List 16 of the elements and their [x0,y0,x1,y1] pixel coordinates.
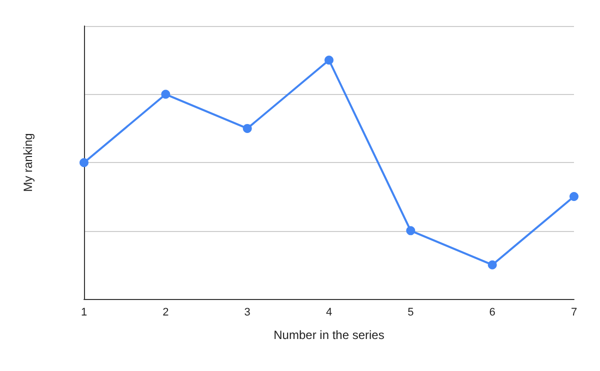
y-axis-title: My ranking [21,133,35,192]
x-tick-label: 4 [326,306,332,318]
x-axis-title: Number in the series [274,328,384,342]
point [324,56,334,65]
x-tick-label: 2 [162,306,169,318]
x-tick-label: 6 [489,306,496,318]
point [161,90,170,99]
x-tick-label: 5 [408,306,414,318]
point [80,158,88,168]
point [406,226,416,236]
x-tick-label: 1 [80,306,88,318]
point [242,124,252,133]
point [570,192,578,202]
x-tick-label: 7 [570,306,578,318]
point [488,260,497,270]
x-tick-label: 3 [244,306,250,318]
